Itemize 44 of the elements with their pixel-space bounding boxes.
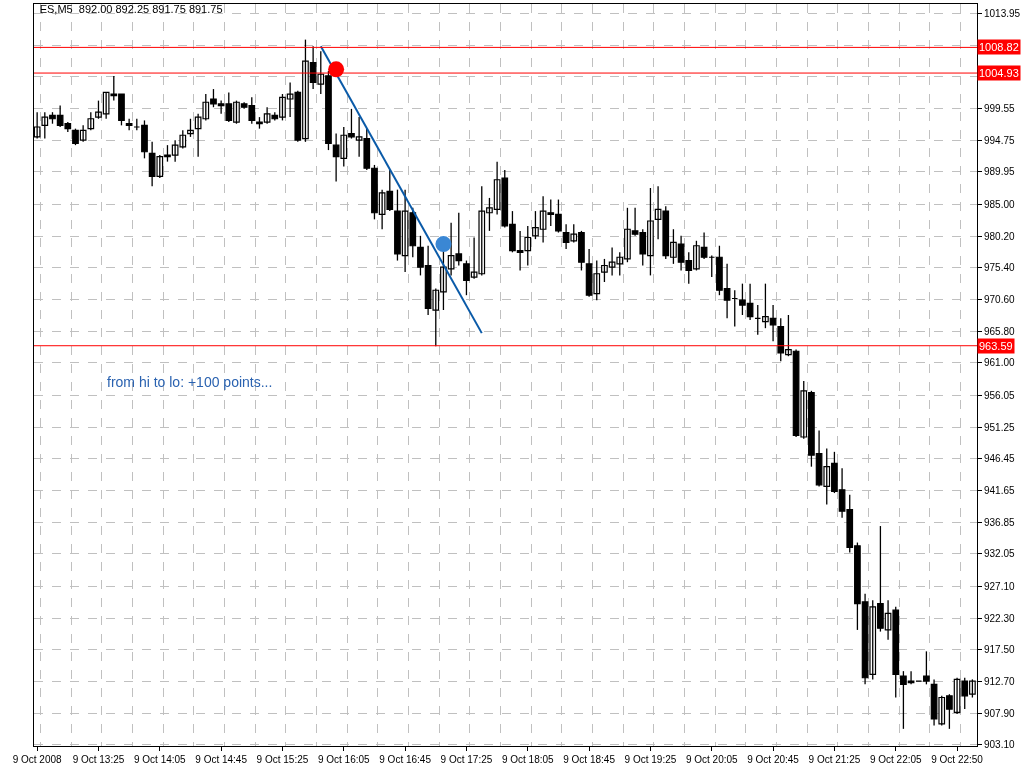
annotation: from hi to lo: +100 points... xyxy=(107,374,273,390)
x-tick-label: 9 Oct 18:45 xyxy=(563,754,616,765)
y-tick-label: 1013.95 xyxy=(984,8,1021,20)
y-tick-label: 985.00 xyxy=(984,199,1016,210)
y-tick-label: 961.00 xyxy=(984,357,1016,369)
x-tick-label: 9 Oct 18:05 xyxy=(501,754,555,765)
y-tick-label: 965.80 xyxy=(984,325,1016,337)
y-tick-label: 912.70 xyxy=(984,675,1016,687)
x-tick-label: 9 Oct 2008 xyxy=(12,754,63,765)
y-tick-label: 922.30 xyxy=(984,612,1016,624)
x-tick-label: 9 Oct 22:05 xyxy=(869,754,923,765)
y-tick-label: 951.25 xyxy=(984,421,1016,433)
x-tick-label: 9 Oct 15:25 xyxy=(256,754,309,765)
y-tick-label: 927.10 xyxy=(984,580,1016,592)
y-tick-label: 941.65 xyxy=(984,484,1016,496)
y-tick-label: 994.75 xyxy=(984,134,1016,146)
x-tick-label: 9 Oct 17:25 xyxy=(440,754,493,765)
y-tick-label: 932.05 xyxy=(984,548,1016,560)
x-tick-label: 9 Oct 14:45 xyxy=(195,754,248,765)
x-tick-label: 9 Oct 20:45 xyxy=(747,754,800,765)
y-tick-label: 999.55 xyxy=(984,103,1016,115)
y-tick-label: 907.90 xyxy=(984,707,1016,719)
ref-line-label: 1008.82 xyxy=(979,41,1019,53)
x-tick-label: 9 Oct 19:25 xyxy=(624,754,677,765)
x-tick-label: 9 Oct 21:25 xyxy=(808,754,861,765)
y-tick-label: 936.85 xyxy=(984,516,1016,528)
x-tick-label: 9 Oct 22:50 xyxy=(931,754,984,765)
x-tick-label: 9 Oct 20:05 xyxy=(685,754,739,765)
y-tick-label: 956.05 xyxy=(984,389,1016,401)
x-tick-label: 9 Oct 16:45 xyxy=(379,754,432,765)
candlestick xyxy=(87,111,95,131)
ref-line-label: 963.59 xyxy=(979,340,1013,352)
y-tick-label: 970.60 xyxy=(984,293,1016,305)
x-tick-label: 9 Oct 13:25 xyxy=(72,754,125,765)
chart-title: ES,M5 892.00 892.25 891.75 891.75 xyxy=(39,3,223,16)
x-tick-label: 9 Oct 16:05 xyxy=(317,754,371,765)
y-tick-label: 975.40 xyxy=(984,262,1016,274)
y-tick-label: 980.20 xyxy=(984,230,1016,242)
y-tick-label: 989.95 xyxy=(984,166,1016,178)
y-tick-label: 903.10 xyxy=(984,739,1016,751)
x-tick-label: 9 Oct 14:05 xyxy=(133,754,187,765)
ref-line-label: 1004.93 xyxy=(979,67,1019,79)
y-tick-label: 946.45 xyxy=(984,453,1016,465)
y-tick-label: 917.50 xyxy=(984,644,1016,656)
